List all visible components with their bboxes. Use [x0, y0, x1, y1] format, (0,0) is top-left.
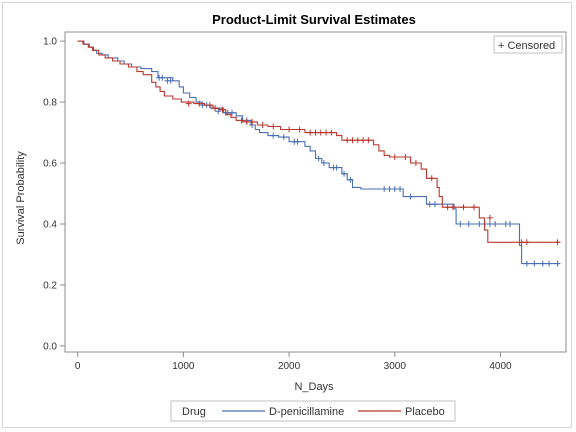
- censor-mark-placebo: [460, 204, 467, 211]
- censor-mark-placebo: [249, 118, 256, 125]
- legend-label-placebo: Placebo: [405, 406, 445, 418]
- censor-mark-d-penicillamine: [523, 260, 530, 267]
- censor-mark-placebo: [328, 129, 335, 136]
- chart-title: Product-Limit Survival Estimates: [212, 12, 416, 27]
- plot-border: [64, 31, 567, 353]
- censor-mark-d-penicillamine: [457, 221, 464, 227]
- censor-mark-placebo: [391, 153, 398, 160]
- censor-mark-placebo: [296, 126, 303, 133]
- censor-mark-d-penicillamine: [381, 185, 388, 192]
- censor-mark-placebo: [518, 239, 525, 246]
- censor-mark-d-penicillamine: [476, 221, 483, 227]
- censor-mark-placebo: [412, 160, 419, 167]
- censor-mark-placebo: [349, 137, 356, 144]
- censor-mark-placebo: [286, 126, 293, 133]
- censored-legend-text: + Censored: [498, 40, 555, 52]
- survival-curve-placebo: [77, 40, 560, 243]
- censor-mark-d-penicillamine: [280, 134, 287, 141]
- y-tick-label: 0.6: [43, 159, 57, 170]
- censor-mark-d-penicillamine: [431, 201, 438, 208]
- censor-mark-placebo: [196, 100, 203, 107]
- y-tick-label: 0.2: [43, 280, 57, 291]
- censor-mark-placebo: [365, 137, 372, 144]
- censor-mark-d-penicillamine: [229, 109, 235, 116]
- censor-mark-placebo: [206, 102, 213, 109]
- censor-mark-placebo: [317, 129, 324, 136]
- censor-mark-d-penicillamine: [320, 160, 327, 167]
- censor-mark-d-penicillamine: [492, 221, 499, 227]
- censor-mark-d-penicillamine: [341, 170, 348, 177]
- y-tick-label: 0.4: [43, 220, 57, 231]
- censor-mark-d-penicillamine: [333, 164, 340, 171]
- censor-mark-d-penicillamine: [531, 260, 538, 267]
- censor-mark-d-penicillamine: [486, 221, 493, 227]
- censor-mark-placebo: [402, 153, 409, 160]
- censor-mark-d-penicillamine: [159, 74, 166, 81]
- x-tick-label: 4000: [489, 361, 512, 372]
- x-tick-label: 1000: [172, 361, 195, 372]
- censor-mark-d-penicillamine: [546, 260, 553, 267]
- x-axis-label: N_Days: [294, 381, 334, 393]
- censor-mark-placebo: [554, 239, 561, 246]
- censor-mark-d-penicillamine: [270, 132, 277, 139]
- censor-mark-d-penicillamine: [426, 201, 433, 208]
- censor-mark-placebo: [444, 204, 451, 211]
- censor-mark-placebo: [428, 175, 435, 182]
- censor-mark-d-penicillamine: [506, 221, 513, 227]
- censor-mark-d-penicillamine: [215, 108, 222, 115]
- censor-mark-d-penicillamine: [167, 77, 174, 84]
- y-tick-label: 0.8: [43, 98, 57, 109]
- censor-mark-d-penicillamine: [397, 185, 404, 192]
- censor-mark-placebo: [238, 117, 245, 124]
- legend-label-d-penicillamine: D-penicillamine: [269, 406, 344, 418]
- censor-mark-d-penicillamine: [407, 193, 414, 200]
- censor-mark-placebo: [259, 121, 266, 128]
- x-tick-label: 3000: [384, 361, 407, 372]
- legend: Drug D-penicillamine Placebo: [170, 400, 456, 422]
- y-axis-label: Survival Probability: [15, 151, 27, 245]
- censor-mark-placebo: [344, 137, 351, 144]
- x-tick-label: 0: [75, 361, 81, 372]
- legend-title: Drug: [182, 406, 206, 418]
- censor-mark-placebo: [212, 105, 219, 112]
- survival-curve-d-penicillamine: [77, 40, 560, 265]
- censor-mark-placebo: [312, 129, 319, 136]
- censor-mark-d-penicillamine: [315, 155, 322, 162]
- censor-mark-placebo: [270, 123, 277, 130]
- y-tick-label: 0.0: [43, 341, 57, 352]
- censor-mark-d-penicillamine: [386, 185, 393, 192]
- censor-mark-placebo: [219, 106, 226, 113]
- censor-mark-d-penicillamine: [391, 185, 398, 192]
- censor-mark-placebo: [486, 214, 493, 221]
- censor-mark-placebo: [323, 129, 330, 136]
- censor-mark-placebo: [471, 204, 478, 211]
- y-tick-label: 1.0: [43, 37, 57, 48]
- x-tick-label: 2000: [278, 361, 301, 372]
- censor-mark-placebo: [523, 239, 530, 246]
- censor-mark-d-penicillamine: [539, 260, 546, 267]
- censor-mark-placebo: [449, 204, 456, 211]
- censor-mark-d-penicillamine: [554, 260, 561, 267]
- censor-mark-placebo: [243, 118, 250, 125]
- censored-legend: + Censored: [493, 35, 563, 54]
- censor-mark-placebo: [185, 100, 192, 107]
- censor-mark-placebo: [354, 137, 361, 144]
- censor-mark-d-penicillamine: [465, 221, 472, 227]
- censor-mark-placebo: [307, 129, 314, 136]
- plot-area: 0 1000 2000 3000 4000 0.0 0.2 0.4 0.6 0.8 1.0: [43, 31, 567, 372]
- censor-mark-d-penicillamine: [294, 138, 301, 145]
- censor-mark-placebo: [360, 137, 367, 144]
- censor-mark-d-penicillamine: [347, 176, 354, 183]
